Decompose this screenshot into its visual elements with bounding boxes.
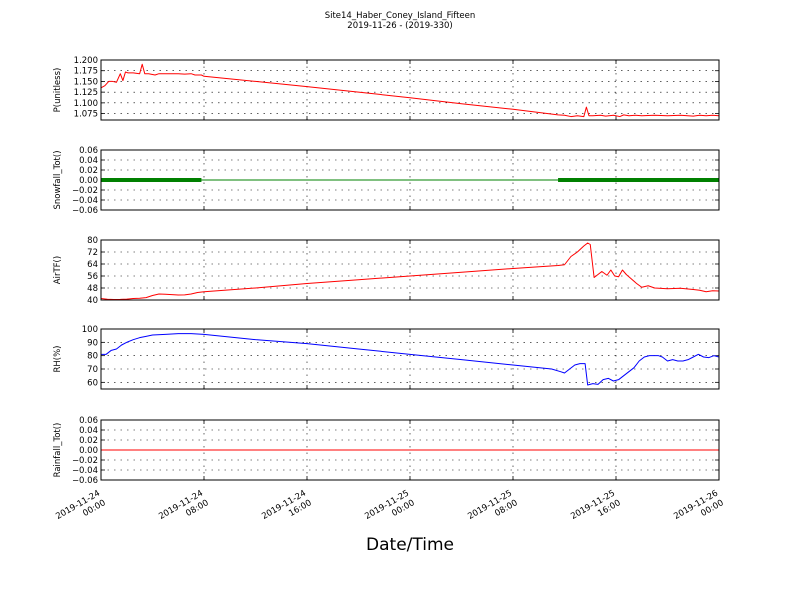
y-tick-label: 1.150 <box>74 77 98 87</box>
plot-frame <box>100 59 720 121</box>
series-line <box>101 333 719 386</box>
y-tick-label: −0.04 <box>72 466 98 476</box>
y-axis-label: P(unitless) <box>53 68 63 113</box>
y-tick-label: −0.04 <box>72 196 98 206</box>
plot-frame <box>100 239 720 301</box>
y-tick-label: −0.02 <box>72 456 98 466</box>
series-line <box>101 242 719 300</box>
y-tick-label: 0.04 <box>79 426 98 436</box>
y-tick-label: 0.02 <box>79 166 98 176</box>
y-tick-label: 0.06 <box>79 146 98 156</box>
y-tick-label: 64 <box>87 260 98 270</box>
y-tick-label: 1.175 <box>74 67 98 77</box>
plot-frame <box>100 149 720 211</box>
y-tick-label: 0.00 <box>79 176 98 186</box>
subplot-3: 40 48 56 64 72 80 AirTF() <box>53 236 720 306</box>
chart-subtitle: 2019-11-26 - (2019-330) <box>347 21 453 31</box>
y-tick-label: 90 <box>87 338 98 348</box>
y-tick-label: 1.075 <box>74 110 98 120</box>
subplot-5: −0.06−0.04−0.020.000.020.040.06 Rainfall_… <box>53 416 720 486</box>
subplot-4: 60 70 80 90 100 RH(%) <box>53 325 720 390</box>
y-tick-label: −0.02 <box>72 186 98 196</box>
y-tick-label: 1.200 <box>74 56 98 66</box>
y-tick-label: 1.100 <box>74 99 98 109</box>
y-tick-label: 100 <box>82 325 98 335</box>
y-tick-label: 1.125 <box>74 88 98 98</box>
y-tick-label: 0.04 <box>79 156 98 166</box>
series-line <box>101 63 719 118</box>
y-axis-label: RH(%) <box>53 345 63 372</box>
y-tick-label: 60 <box>87 378 98 388</box>
y-tick-label: 56 <box>87 272 98 282</box>
y-axis-label: Rainfall_Tot() <box>53 423 63 478</box>
x-axis-label: Date/Time <box>366 535 454 555</box>
y-tick-label: −0.06 <box>72 206 98 216</box>
plot-frame <box>100 419 720 481</box>
y-axis-label: Snowfall_Tot() <box>53 150 63 209</box>
y-tick-label: 48 <box>87 284 98 294</box>
chart-title: Site14_Haber_Coney_Island_Fifteen <box>324 11 476 21</box>
subplot-2: −0.06−0.04−0.020.000.020.040.06 Snowfall_… <box>53 146 720 216</box>
y-tick-label: 72 <box>87 248 98 258</box>
y-tick-label: 80 <box>87 352 98 362</box>
y-tick-label: −0.06 <box>72 476 98 486</box>
y-tick-label: 40 <box>87 296 98 306</box>
y-tick-label: 0.06 <box>79 416 98 426</box>
plot-frame <box>100 328 720 390</box>
y-tick-label: 0.02 <box>79 436 98 446</box>
y-tick-label: 80 <box>87 236 98 246</box>
y-tick-label: 0.00 <box>79 446 98 456</box>
y-tick-label: 70 <box>87 365 98 375</box>
y-axis-label: AirTF() <box>53 256 63 284</box>
